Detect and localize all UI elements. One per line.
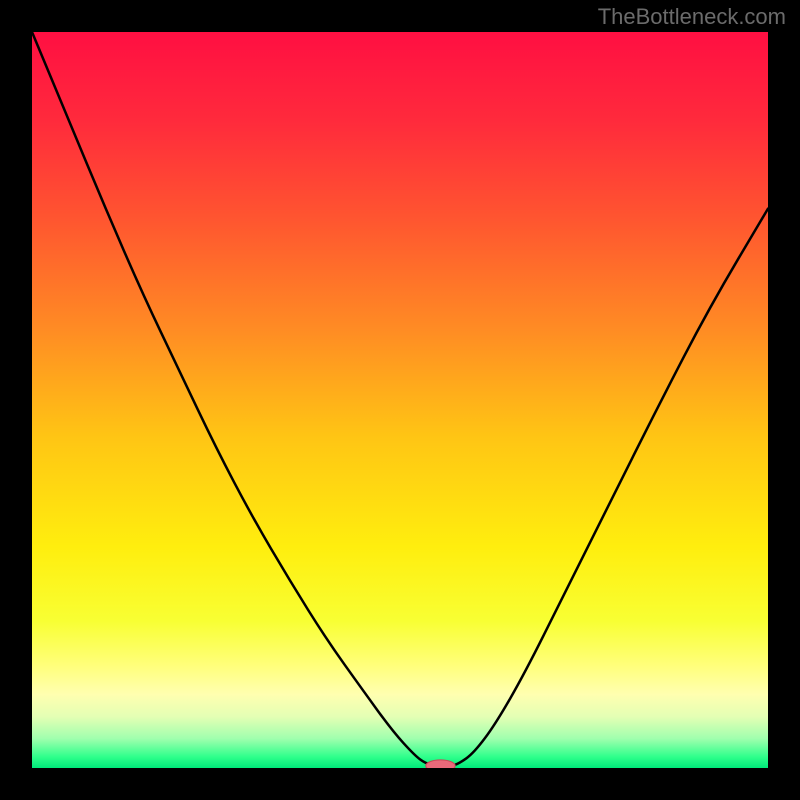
bottleneck-chart (0, 0, 800, 800)
gradient-background (32, 32, 768, 768)
optimal-point-marker-icon (426, 760, 455, 772)
watermark-text: TheBottleneck.com (598, 4, 786, 30)
chart-frame: { "watermark": { "text": "TheBottleneck.… (0, 0, 800, 800)
